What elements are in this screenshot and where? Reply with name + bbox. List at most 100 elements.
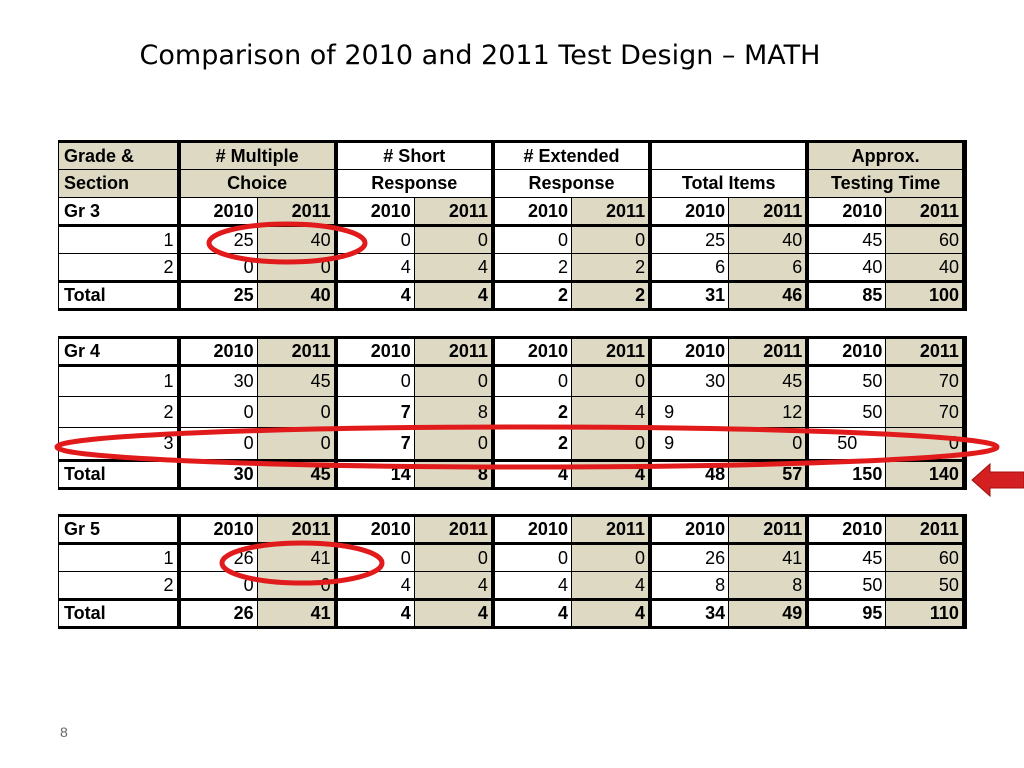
header-grade-section: Grade & bbox=[58, 140, 179, 170]
year-cell: 2011 bbox=[885, 197, 967, 227]
table-row: 3 0 0 7 0 2 0 9 0 50 0 bbox=[58, 427, 967, 461]
table-row: 2 0 0 7 8 2 4 9 12 50 70 bbox=[58, 396, 967, 428]
value-cell: 0 bbox=[176, 396, 258, 428]
total-cell: 49 bbox=[728, 598, 808, 629]
value-cell: 4 bbox=[490, 571, 572, 600]
year-cell: 2011 bbox=[256, 197, 337, 227]
grade-5-table: Gr 5 2010 2011 2010 2011 2010 2011 2010 … bbox=[58, 514, 967, 629]
slide-title: Comparison of 2010 and 2011 Test Design … bbox=[139, 40, 821, 71]
value-cell: 9 bbox=[648, 427, 730, 461]
total-row: Total 30 45 14 8 4 4 48 57 150 140 bbox=[58, 459, 967, 490]
total-cell: 30 bbox=[176, 459, 258, 490]
table-row: 1 26 41 0 0 0 0 26 41 45 60 bbox=[58, 543, 967, 572]
value-cell: 50 bbox=[805, 365, 887, 397]
value-cell: 2 bbox=[490, 396, 572, 428]
total-cell: 95 bbox=[805, 598, 887, 629]
value-cell: 0 bbox=[333, 543, 415, 572]
value-cell: 4 bbox=[413, 571, 494, 600]
total-cell: 110 bbox=[885, 598, 967, 629]
section-label: 2 bbox=[58, 571, 179, 600]
year-cell: 2010 bbox=[805, 514, 887, 545]
year-cell: 2010 bbox=[490, 197, 572, 227]
year-cell: 2010 bbox=[333, 197, 415, 227]
total-cell: 41 bbox=[256, 598, 337, 629]
table-row: 1 25 40 0 0 0 0 25 40 45 60 bbox=[58, 225, 967, 254]
value-cell: 40 bbox=[728, 225, 808, 254]
year-cell: 2011 bbox=[728, 336, 808, 367]
value-cell: 0 bbox=[490, 365, 572, 397]
slide-number: 8 bbox=[60, 724, 68, 740]
header-total-items: Total Items bbox=[648, 169, 808, 198]
value-cell: 40 bbox=[885, 253, 967, 282]
grade-3-table: Grade & # Multiple # Short # Extended Ap… bbox=[58, 140, 967, 311]
value-cell: 2 bbox=[490, 427, 572, 461]
total-label: Total bbox=[58, 459, 179, 490]
value-cell: 0 bbox=[490, 225, 572, 254]
year-cell: 2011 bbox=[571, 197, 651, 227]
value-cell: 60 bbox=[885, 543, 967, 572]
year-cell: 2011 bbox=[570, 336, 651, 367]
header-multiple-choice-2: Choice bbox=[176, 169, 337, 198]
value-cell: 4 bbox=[333, 571, 415, 600]
total-row: Total 26 41 4 4 4 4 34 49 95 110 bbox=[58, 598, 967, 629]
total-cell: 4 bbox=[333, 280, 415, 311]
value-cell: 45 bbox=[805, 543, 887, 572]
value-cell: 50 bbox=[805, 396, 887, 428]
header-total-items-top bbox=[648, 140, 808, 170]
section-label: 1 bbox=[58, 365, 179, 397]
value-cell: 0 bbox=[413, 365, 494, 397]
total-cell: 57 bbox=[728, 459, 808, 490]
value-cell: 2 bbox=[490, 253, 572, 282]
value-cell: 4 bbox=[570, 571, 651, 600]
total-cell: 150 bbox=[805, 459, 887, 490]
section-label: 1 bbox=[58, 543, 179, 572]
total-cell: 4 bbox=[333, 598, 415, 629]
total-cell: 45 bbox=[256, 459, 337, 490]
value-cell: 70 bbox=[885, 396, 967, 428]
total-cell: 4 bbox=[413, 598, 494, 629]
header-multiple-choice: # Multiple bbox=[176, 140, 337, 170]
total-cell: 4 bbox=[570, 459, 651, 490]
year-cell: 2010 bbox=[805, 336, 887, 367]
section-label: 3 bbox=[58, 427, 179, 461]
total-cell: 4 bbox=[570, 598, 651, 629]
value-cell: 26 bbox=[176, 543, 258, 572]
value-cell: 30 bbox=[648, 365, 730, 397]
value-cell: 12 bbox=[728, 396, 808, 428]
value-cell: 0 bbox=[570, 427, 651, 461]
total-cell: 4 bbox=[490, 459, 572, 490]
value-cell: 0 bbox=[176, 571, 258, 600]
value-cell: 2 bbox=[571, 253, 651, 282]
table-row: 2 0 0 4 4 4 4 8 8 50 50 bbox=[58, 571, 967, 600]
header-short-response: # Short bbox=[333, 140, 494, 170]
year-cell: 2010 bbox=[648, 197, 730, 227]
total-cell: 26 bbox=[176, 598, 258, 629]
value-cell: 25 bbox=[648, 225, 730, 254]
value-cell: 40 bbox=[805, 253, 887, 282]
value-cell: 6 bbox=[648, 253, 730, 282]
value-cell: 26 bbox=[648, 543, 730, 572]
header-short-response-2: Response bbox=[333, 169, 494, 198]
value-cell: 0 bbox=[176, 427, 258, 461]
section-label: 2 bbox=[58, 396, 179, 428]
year-cell: 2010 bbox=[333, 514, 415, 545]
value-cell: 8 bbox=[648, 571, 730, 600]
value-cell: 0 bbox=[256, 427, 337, 461]
total-cell: 48 bbox=[648, 459, 730, 490]
total-cell: 31 bbox=[648, 280, 730, 311]
value-cell: 45 bbox=[256, 365, 337, 397]
value-cell: 8 bbox=[728, 571, 808, 600]
value-cell: 7 bbox=[333, 396, 415, 428]
total-cell: 14 bbox=[333, 459, 415, 490]
total-cell: 85 bbox=[805, 280, 887, 311]
year-cell: 2010 bbox=[176, 514, 258, 545]
total-cell: 34 bbox=[648, 598, 730, 629]
value-cell: 0 bbox=[570, 365, 651, 397]
year-cell: 2010 bbox=[490, 336, 572, 367]
total-cell: 2 bbox=[490, 280, 572, 311]
value-cell: 0 bbox=[885, 427, 967, 461]
year-cell: 2011 bbox=[885, 514, 967, 545]
year-cell: 2011 bbox=[413, 197, 494, 227]
year-cell: 2011 bbox=[256, 514, 337, 545]
value-cell: 6 bbox=[728, 253, 808, 282]
